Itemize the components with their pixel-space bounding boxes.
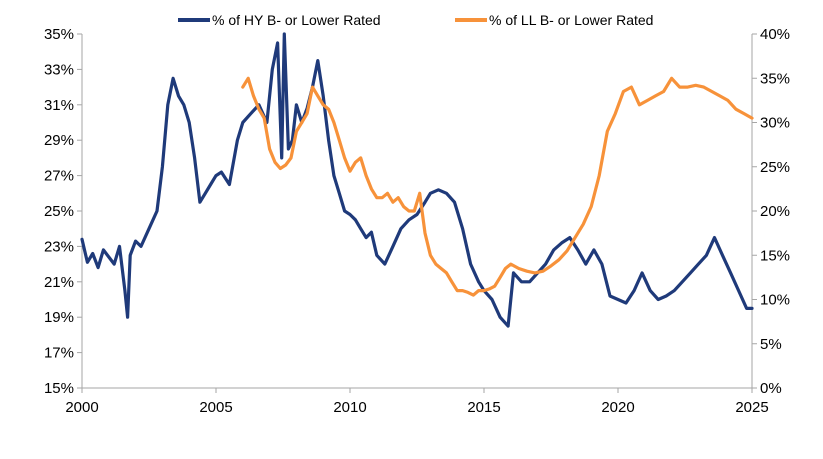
y-tick-label: 15% [44, 380, 74, 397]
y2-tick-label: 25% [760, 159, 790, 176]
legend-label-hy: % of HY B- or Lower Rated [212, 12, 381, 28]
y-tick-label: 33% [44, 61, 74, 78]
y-tick-label: 31% [44, 97, 74, 114]
y-tick-label: 35% [44, 26, 74, 43]
y2-tick-label: 15% [760, 247, 790, 264]
x-tick-label: 2000 [65, 399, 98, 416]
y2-tick-label: 0% [760, 380, 782, 397]
y-tick-label: 25% [44, 203, 74, 220]
y2-tick-label: 5% [760, 336, 782, 353]
y2-tick-label: 30% [760, 115, 790, 132]
x-tick-label: 2025 [735, 399, 768, 416]
x-tick-label: 2015 [467, 399, 500, 416]
y-tick-label: 29% [44, 132, 74, 149]
y-tick-label: 21% [44, 274, 74, 291]
series-line-hy [80, 32, 754, 328]
y-tick-label: 19% [44, 309, 74, 326]
series-group [80, 32, 754, 328]
y-tick-label: 23% [44, 238, 74, 255]
legend: % of HY B- or Lower Rated % of LL B- or … [178, 12, 653, 28]
axes: 15% 17% 19% 21% 23% 25% 27% 29% 31% 33% 35% 0% 5% 10%… [44, 26, 790, 416]
y2-tick-label: 10% [760, 292, 790, 309]
legend-label-ll: % of LL B- or Lower Rated [489, 12, 653, 28]
y2-tick-label: 35% [760, 70, 790, 87]
y2-tick-label: 20% [760, 203, 790, 220]
y-tick-label: 27% [44, 168, 74, 185]
series-line-ll [241, 76, 754, 297]
x-tick-label: 2005 [199, 399, 232, 416]
x-tick-label: 2010 [333, 399, 366, 416]
x-tick-label: 2020 [601, 399, 634, 416]
y-tick-label: 17% [44, 345, 74, 362]
y2-tick-label: 40% [760, 26, 790, 43]
